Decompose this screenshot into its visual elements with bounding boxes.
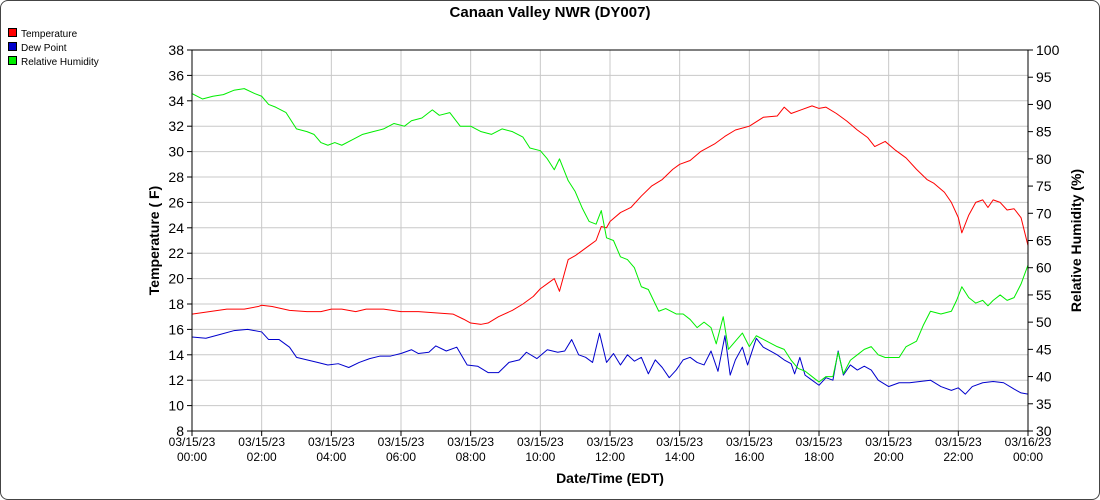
x-tick-time-label: 10:00: [525, 450, 555, 464]
y2-tick-label: 40: [1036, 369, 1052, 385]
x-tick-date-label: 03/15/23: [656, 435, 703, 449]
x-tick-time-label: 18:00: [804, 450, 834, 464]
grid: [191, 49, 1029, 432]
legend-label-dew-point: Dew Point: [21, 43, 67, 54]
x-tick-date-label: 03/15/23: [169, 435, 216, 449]
y-tick-label: 12: [168, 372, 184, 388]
axes: 8 10 12 14 16 18 20 22 24 26 28 30 32 34 36 38 30 35 40 45 5…: [168, 42, 1059, 464]
legend-label-relative-humidity: Relative Humidity: [21, 57, 99, 68]
y2-tick-label: 85: [1036, 124, 1052, 140]
series-line-dew-point: [191, 328, 1029, 395]
legend-swatch-relative-humidity: [8, 56, 17, 65]
y2-tick-label: 95: [1036, 69, 1052, 85]
y2-tick-label: 55: [1036, 287, 1052, 303]
legend-label-temperature: Temperature: [21, 29, 78, 40]
y-tick-label: 24: [168, 220, 184, 236]
x-tick-date-label: 03/15/23: [238, 435, 285, 449]
y-tick-label: 36: [168, 67, 184, 83]
y2-tick-label: 80: [1036, 151, 1052, 167]
x-axis-title: Date/Time (EDT): [556, 470, 664, 486]
y2-tick-label: 45: [1036, 341, 1052, 357]
x-tick-date-label: 03/15/23: [726, 435, 773, 449]
y-axis-title: Temperature ( F): [146, 186, 162, 295]
x-tick-time-label: 00:00: [1013, 450, 1043, 464]
x-tick-time-label: 12:00: [595, 450, 625, 464]
legend-item-relative-humidity: Relative Humidity: [8, 56, 99, 70]
legend-item-dew-point: Dew Point: [8, 42, 99, 56]
y-tick-label: 28: [168, 169, 184, 185]
y-tick-label: 8: [176, 423, 184, 439]
y2-tick-label: 65: [1036, 233, 1052, 249]
y2-tick-label: 75: [1036, 178, 1052, 194]
x-tick-date-label: 03/15/23: [865, 435, 912, 449]
y-tick-label: 34: [168, 93, 184, 109]
y2-tick-label: 90: [1036, 96, 1052, 112]
y2-axis-title: Relative Humidity (%): [1068, 169, 1084, 312]
x-tick-time-label: 16:00: [734, 450, 764, 464]
x-tick-date-label: 03/16/23: [1005, 435, 1052, 449]
y-tick-label: 18: [168, 296, 184, 312]
x-tick-time-label: 00:00: [177, 450, 207, 464]
legend-swatch-temperature: [8, 28, 17, 37]
x-tick-time-label: 02:00: [247, 450, 277, 464]
chart-title: Canaan Valley NWR (DY007): [449, 4, 651, 21]
y2-tick-label: 60: [1036, 260, 1052, 276]
x-tick-time-label: 04:00: [316, 450, 346, 464]
x-tick-date-label: 03/15/23: [517, 435, 564, 449]
y-tick-label: 26: [168, 194, 184, 210]
series-line-temperature: [191, 105, 1029, 325]
y2-tick-label: 100: [1036, 42, 1060, 58]
y-tick-label: 16: [168, 321, 184, 337]
x-tick-date-label: 03/15/23: [378, 435, 425, 449]
y-tick-label: 20: [168, 271, 184, 287]
y-tick-label: 30: [168, 144, 184, 160]
y-tick-label: 22: [168, 245, 184, 261]
x-tick-time-label: 14:00: [665, 450, 695, 464]
x-tick-time-label: 06:00: [386, 450, 416, 464]
x-tick-date-label: 03/15/23: [796, 435, 843, 449]
legend: Temperature Dew Point Relative Humidity: [8, 28, 99, 70]
y2-tick-label: 50: [1036, 314, 1052, 330]
y-tick-label: 32: [168, 118, 184, 134]
y-tick-label: 10: [168, 398, 184, 414]
y-tick-label: 14: [168, 347, 184, 363]
legend-swatch-dew-point: [8, 42, 17, 51]
x-tick-date-label: 03/15/23: [447, 435, 494, 449]
y2-tick-label: 30: [1036, 423, 1052, 439]
x-tick-date-label: 03/15/23: [587, 435, 634, 449]
x-tick-date-label: 03/15/23: [935, 435, 982, 449]
y-tick-label: 38: [168, 42, 184, 58]
y2-tick-label: 70: [1036, 205, 1052, 221]
x-tick-time-label: 08:00: [456, 450, 486, 464]
x-tick-time-label: 22:00: [943, 450, 973, 464]
legend-item-temperature: Temperature: [8, 28, 99, 42]
series-line-relative-humidity: [191, 88, 1029, 383]
x-tick-date-label: 03/15/23: [308, 435, 355, 449]
series-lines: [191, 88, 1029, 395]
x-tick-time-label: 20:00: [874, 450, 904, 464]
y2-tick-label: 35: [1036, 396, 1052, 412]
